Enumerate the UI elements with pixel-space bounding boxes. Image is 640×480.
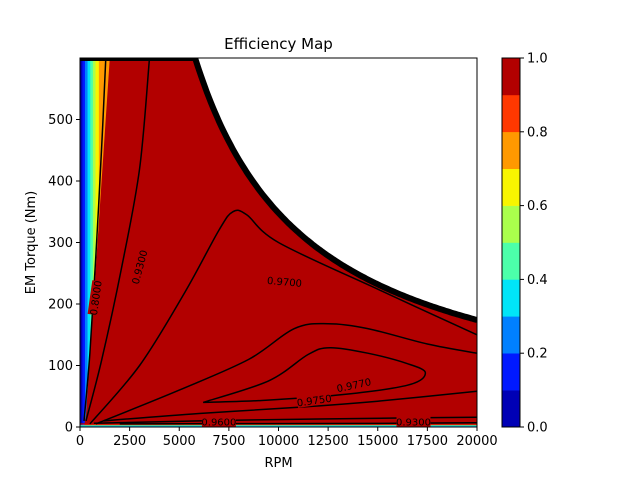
x-tick-label: 15000	[357, 434, 398, 449]
chart-title: Efficiency Map	[224, 35, 333, 53]
colorbar	[502, 58, 520, 428]
colorbar-segment	[502, 242, 520, 280]
contour-label: 0.9700	[267, 274, 303, 290]
contour-label-text: 0.9300	[396, 418, 431, 429]
x-tick-label: 0	[76, 434, 84, 449]
x-tick-label: 12500	[307, 434, 348, 449]
contour-line	[85, 58, 151, 422]
contour-line	[95, 322, 477, 425]
contour-label-bg	[396, 416, 431, 427]
y-tick-label: 400	[48, 175, 73, 190]
contour-label-text: 0.9750	[296, 394, 332, 410]
efficiency-region-high	[84, 58, 477, 427]
y-tick-label: 300	[48, 236, 73, 251]
contour-label-text: 0.8000	[89, 280, 105, 316]
contour-label-bg	[267, 274, 302, 289]
contour-label: 0.9750	[296, 392, 332, 409]
colorbar-tick-label: 0.2	[527, 347, 548, 362]
x-tick-label: 10000	[258, 434, 299, 449]
efficiency-band	[90, 58, 94, 427]
colorbar-segment	[502, 316, 520, 354]
low-torque-band	[80, 424, 477, 426]
y-axis-label: EM Torque (Nm)	[24, 191, 39, 295]
x-tick-label: 7500	[212, 434, 245, 449]
contour-line	[89, 209, 477, 425]
efficiency-band	[80, 58, 83, 427]
contour-label-bg	[201, 416, 236, 427]
contour-line	[119, 421, 477, 425]
contour-label: 0.9600	[201, 416, 236, 429]
y-tick-label: 0	[65, 421, 73, 436]
contour-line	[83, 58, 107, 421]
efficiency-band	[92, 58, 96, 427]
colorbar-segment	[502, 168, 520, 206]
colorbar-segment	[502, 131, 520, 169]
efficiency-band	[82, 58, 86, 427]
colorbar-segment	[502, 390, 520, 428]
contour-label: 0.9300	[396, 416, 431, 429]
efficiency-band	[95, 58, 100, 427]
infeasible-region	[195, 58, 477, 320]
y-tick-label: 200	[48, 298, 73, 313]
low-torque-band	[80, 425, 477, 427]
contour-label-text: 0.9600	[201, 418, 236, 429]
contour-label-bg	[87, 280, 104, 316]
y-tick-label: 100	[48, 359, 73, 374]
efficiency-band	[84, 58, 89, 427]
x-tick-label: 17500	[407, 434, 448, 449]
colorbar-tick-label: 1.0	[527, 52, 548, 67]
colorbar-tick-label: 0.8	[527, 125, 548, 140]
x-tick-label: 5000	[163, 434, 196, 449]
colorbar-segment	[502, 279, 520, 317]
colorbar-segment	[502, 353, 520, 391]
efficiency-fill	[80, 58, 477, 427]
colorbar-segment	[502, 205, 520, 243]
efficiency-band	[87, 58, 91, 427]
colorbar-segment	[502, 58, 520, 96]
low-torque-band	[80, 425, 477, 426]
colorbar-tick-label: 0.6	[527, 199, 548, 214]
colorbar-frame	[501, 57, 521, 428]
y-axis-ticks: 0 100 200 300 400 500	[48, 113, 80, 436]
colorbar-tick-label: 0.4	[527, 273, 548, 288]
x-tick-label: 2500	[113, 434, 146, 449]
x-tick-label: 20000	[456, 434, 497, 449]
x-axis-ticks: 0 2500 5000 7500 10000 12500 15000 17500 20000	[76, 427, 498, 449]
y-tick-label: 500	[48, 113, 73, 128]
contour-label-text: 0.9700	[267, 276, 303, 290]
colorbar-segment	[502, 94, 520, 133]
contour-label-bg	[296, 392, 332, 408]
colorbar-ticks: 0.0 0.2 0.4 0.6 0.8 1.0	[520, 52, 548, 436]
x-axis-label: RPM	[264, 456, 292, 471]
colorbar-tick-label: 0.0	[527, 421, 548, 436]
contour-label-bg	[336, 375, 372, 394]
torque-limit-curve	[192, 58, 477, 323]
contour-label-bg	[129, 249, 149, 285]
contour-label: 0.8000	[87, 280, 105, 316]
